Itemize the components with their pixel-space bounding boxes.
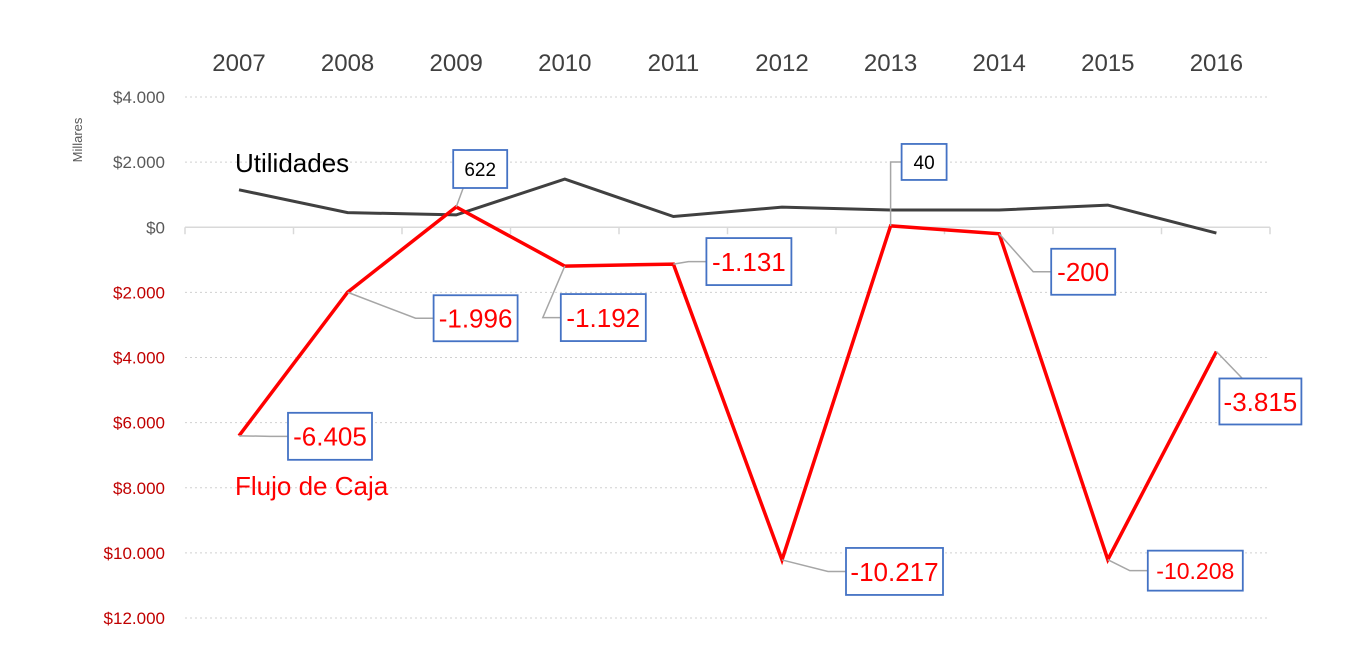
data-label: -3.815 [1224, 387, 1298, 417]
x-tick-label: 2015 [1081, 50, 1134, 77]
data-label-box [287, 411, 373, 461]
leader-line [347, 291, 434, 319]
data-label-box [900, 143, 948, 181]
data-label-box [1218, 377, 1303, 426]
y-tick-label: $0 [146, 218, 165, 237]
data-label: -1.131 [712, 247, 786, 277]
leader-line [1215, 350, 1261, 380]
series-layer [237, 177, 1218, 566]
series-line-flujo-de-caja [237, 204, 1218, 566]
data-label-callout: -10.217 [781, 547, 944, 596]
leader-line [673, 260, 707, 265]
x-axis: 2007 2008 2009 2010 2011 2012 2013 2014 2015 2016 [212, 50, 1243, 77]
series-name-utilidades: Utilidades [235, 148, 349, 178]
data-label-callout: -1.192 [541, 265, 647, 342]
x-tick-label: 2009 [430, 50, 483, 77]
x-tick-label: 2010 [538, 50, 591, 77]
x-tick-label: 2012 [755, 50, 808, 77]
data-label-callout: -200 [998, 233, 1117, 296]
data-label: -10.217 [850, 557, 938, 587]
data-label: 622 [464, 160, 496, 181]
y-tick-label: $12.000 [104, 609, 165, 628]
data-label-callout: -3.815 [1215, 350, 1303, 426]
data-label: -10.208 [1156, 558, 1234, 584]
data-labels-layer: -6.405 -1.996 622 -1.192 -1.131 -10.217 40 -200… [238, 143, 1303, 596]
y-tick-label: $4.000 [113, 349, 165, 368]
data-label-box [1050, 247, 1117, 296]
data-label-box [705, 237, 793, 286]
leader-line [455, 187, 464, 208]
x-tick-label: 2016 [1190, 50, 1243, 77]
data-label-callout: 622 [452, 149, 509, 208]
leader-line [998, 233, 1052, 273]
y-unit-label: Millares [70, 117, 85, 162]
x-tick-label: 2007 [212, 50, 265, 77]
y-tick-label: $10.000 [104, 544, 165, 563]
data-label-callout: -6.405 [238, 411, 373, 461]
leader-line [541, 265, 566, 319]
data-label: -1.192 [566, 303, 640, 333]
data-label-callout: -1.131 [673, 237, 793, 286]
leader-line [781, 559, 846, 573]
data-label-box [845, 547, 944, 596]
x-tick-label: 2011 [648, 50, 700, 77]
y-tick-label: $4.000 [113, 88, 165, 107]
data-label-box [1146, 549, 1244, 592]
data-label-box [452, 149, 509, 189]
data-label-callout: -1.996 [347, 291, 519, 343]
y-tick-label: $2.000 [113, 153, 165, 172]
x-tick-label: 2014 [973, 50, 1026, 77]
x-tick-label: 2013 [864, 50, 917, 77]
data-label-box [559, 293, 647, 342]
data-label: -1.996 [439, 304, 513, 334]
data-label: -6.405 [293, 422, 367, 452]
y-tick-label: $2.000 [113, 283, 165, 302]
data-label: 40 [914, 153, 935, 174]
data-label: -200 [1057, 257, 1109, 287]
series-line-utilidades [238, 177, 1217, 235]
y-tick-label: $6.000 [113, 414, 165, 433]
data-label-box [432, 294, 519, 343]
y-tick-label: $8.000 [113, 479, 165, 498]
data-label-callout: -10.208 [1107, 549, 1244, 592]
leader-line [238, 435, 288, 438]
leader-line [1107, 558, 1148, 572]
leader-line [889, 161, 902, 226]
series-name-flujo-de-caja: Flujo de Caja [235, 471, 389, 501]
y-axis: $4.000 $2.000 $0 $2.000 $4.000 $6.000 $8.000 $1… [104, 88, 165, 628]
data-label-callout: 40 [889, 143, 948, 226]
x-tick-label: 2008 [321, 50, 374, 77]
